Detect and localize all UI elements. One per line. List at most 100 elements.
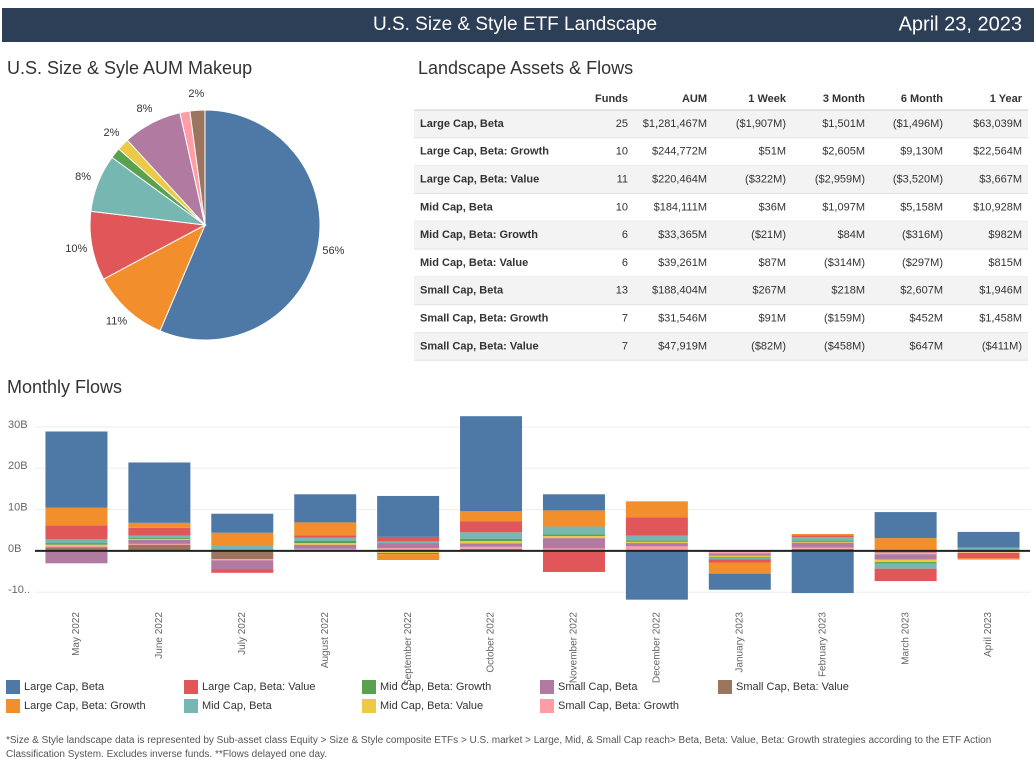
bar-segment bbox=[294, 522, 357, 536]
table-header: 3 Month bbox=[823, 93, 865, 105]
x-tick-label: June 2022 bbox=[154, 612, 165, 659]
bar-segment bbox=[45, 545, 108, 548]
table-row-bg bbox=[414, 221, 1028, 250]
bar-segment bbox=[294, 537, 357, 541]
pie-label: 2% bbox=[104, 127, 120, 139]
bar-segment bbox=[128, 537, 191, 539]
table-cell: $267M bbox=[752, 285, 786, 297]
table-cell: ($1,907M) bbox=[736, 118, 786, 130]
bar-segment bbox=[791, 541, 854, 543]
table-cell: 10 bbox=[616, 201, 628, 213]
table-cell: ($322M) bbox=[745, 174, 786, 186]
bar-segment bbox=[874, 563, 937, 569]
legend-swatch bbox=[540, 680, 554, 694]
bar-segment bbox=[377, 543, 440, 549]
bar-segment bbox=[957, 549, 1020, 551]
table-cell: $982M bbox=[988, 229, 1022, 241]
bar-segment bbox=[128, 522, 191, 528]
table-cell: $1,458M bbox=[979, 313, 1022, 325]
x-tick-label: August 2022 bbox=[320, 612, 331, 669]
bar-segment bbox=[128, 462, 191, 523]
bar-segment bbox=[791, 540, 854, 542]
bar-segment bbox=[377, 536, 440, 542]
bar-segment bbox=[791, 537, 854, 541]
bar-segment bbox=[542, 526, 605, 535]
table-cell: 11 bbox=[617, 174, 628, 186]
bar-segment bbox=[211, 549, 274, 551]
table-cell: $51M bbox=[758, 146, 786, 158]
bar-segment bbox=[708, 557, 771, 558]
bar-segment bbox=[874, 568, 937, 582]
table-cell: ($2,959M) bbox=[815, 174, 865, 186]
table-cell: 7 bbox=[622, 340, 628, 352]
x-tick-label: November 2022 bbox=[569, 612, 580, 684]
bar-segment bbox=[45, 543, 108, 545]
header-bar bbox=[2, 8, 1034, 42]
bar-segment bbox=[957, 547, 1020, 550]
pie-label: 10% bbox=[65, 243, 87, 255]
table-cell: $87M bbox=[758, 257, 786, 269]
legend-label: Small Cap, Beta bbox=[558, 681, 638, 693]
legend-label: Small Cap, Beta: Value bbox=[736, 681, 849, 693]
pie-slice bbox=[159, 109, 321, 341]
x-tick-label: March 2023 bbox=[900, 612, 911, 665]
bar-segment bbox=[625, 541, 688, 544]
legend-label: Mid Cap, Beta: Growth bbox=[380, 681, 491, 693]
row-name: Small Cap, Beta: Value bbox=[420, 340, 539, 352]
table-cell: $2,607M bbox=[900, 285, 943, 297]
bar-segment bbox=[211, 560, 274, 570]
table-cell: $5,158M bbox=[900, 201, 943, 213]
table-cell: $452M bbox=[909, 313, 943, 325]
bar-segment bbox=[625, 540, 688, 542]
table-cell: $63,039M bbox=[973, 118, 1022, 130]
table-cell: ($159M) bbox=[824, 313, 865, 325]
bar-title: Monthly Flows bbox=[7, 377, 122, 397]
row-name: Mid Cap, Beta: Growth bbox=[420, 229, 538, 241]
legend-label: Large Cap, Beta bbox=[24, 681, 105, 693]
bar-segment bbox=[460, 521, 523, 533]
bar-segment bbox=[45, 544, 108, 546]
bar-segment bbox=[625, 517, 688, 536]
table-cell: $31,546M bbox=[658, 313, 707, 325]
bar-segment bbox=[625, 546, 688, 550]
bar-segment bbox=[542, 550, 605, 572]
table-cell: $220,464M bbox=[652, 174, 707, 186]
bar-segment bbox=[460, 543, 523, 547]
table-cell: ($1,496M) bbox=[893, 118, 943, 130]
bar-segment bbox=[957, 531, 1020, 548]
bar-segment bbox=[45, 431, 108, 508]
table-cell: $1,097M bbox=[822, 201, 865, 213]
x-tick-label: May 2022 bbox=[71, 612, 82, 656]
table-cell: $36M bbox=[758, 201, 786, 213]
pie-label: 11% bbox=[106, 316, 127, 328]
bar-segment bbox=[45, 525, 108, 540]
legend-label: Mid Cap, Beta bbox=[202, 700, 273, 712]
bar-segment bbox=[377, 550, 440, 553]
bar-segment bbox=[211, 532, 274, 546]
table-cell: $188,404M bbox=[652, 285, 707, 297]
table-cell: 6 bbox=[622, 229, 628, 241]
pie-slice bbox=[189, 109, 206, 226]
row-name: Small Cap, Beta bbox=[420, 285, 504, 297]
x-tick-label: April 2023 bbox=[983, 612, 994, 657]
table-cell: $815M bbox=[988, 257, 1022, 269]
bar-segment bbox=[211, 550, 274, 560]
table-cell: ($3,520M) bbox=[893, 174, 943, 186]
pie-label: 8% bbox=[136, 103, 152, 115]
table-cell: ($458M) bbox=[824, 340, 865, 352]
bar-segment bbox=[460, 546, 523, 549]
bar-segment bbox=[708, 555, 771, 558]
legend-swatch bbox=[184, 680, 198, 694]
table-cell: $2,605M bbox=[822, 146, 865, 158]
row-name: Large Cap, Beta bbox=[420, 118, 505, 130]
legend-label: Small Cap, Beta: Growth bbox=[558, 700, 679, 712]
bar-segment bbox=[625, 535, 688, 541]
table-cell: ($82M) bbox=[751, 340, 786, 352]
legend-swatch bbox=[184, 699, 198, 713]
bar-segment bbox=[128, 538, 191, 540]
bar-segment bbox=[128, 535, 191, 538]
pie-label: 8% bbox=[75, 171, 91, 183]
table-cell: $184,111M bbox=[654, 201, 707, 213]
table-cell: $47,919M bbox=[658, 340, 707, 352]
